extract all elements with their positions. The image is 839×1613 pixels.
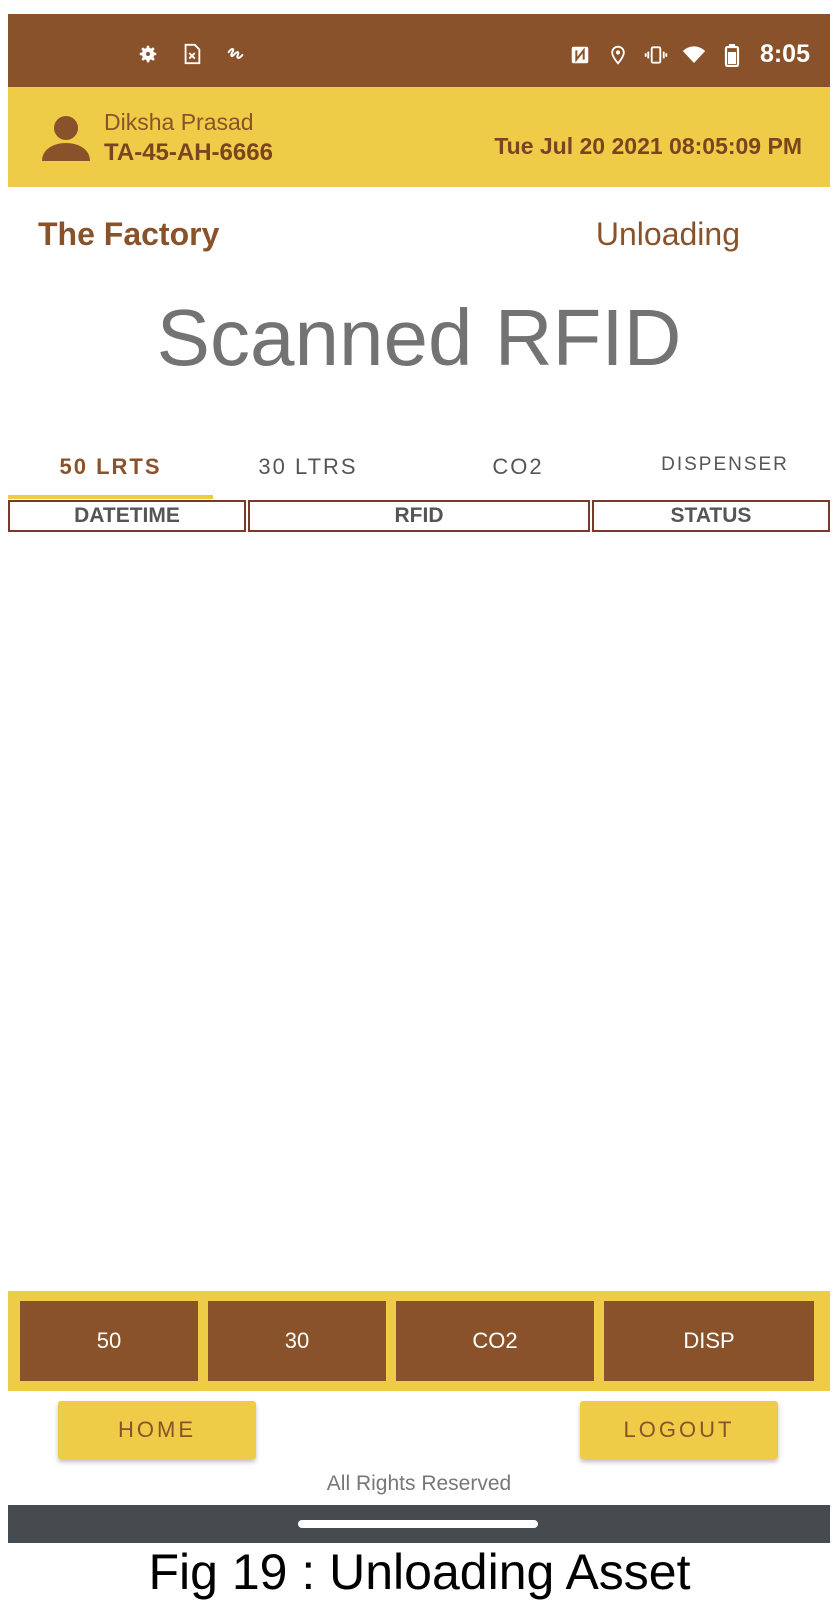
- settings-icon: [136, 42, 160, 66]
- nfc-icon: [568, 43, 592, 67]
- tab-50-lrts[interactable]: 50 LRTS: [59, 454, 162, 479]
- button-50[interactable]: 50: [20, 1301, 198, 1381]
- home-button[interactable]: HOME: [58, 1401, 256, 1459]
- column-header-status: STATUS: [592, 500, 830, 532]
- gesture-icon: [224, 42, 248, 66]
- wifi-icon: [682, 43, 706, 67]
- tab-co2[interactable]: CO2: [492, 454, 544, 479]
- button-30[interactable]: 30: [208, 1301, 386, 1381]
- battery-icon: [720, 43, 744, 67]
- button-disp[interactable]: DISP: [604, 1301, 814, 1381]
- column-header-datetime: DATETIME: [8, 500, 246, 532]
- location-icon: [606, 43, 630, 67]
- clock: 8:05: [759, 40, 810, 68]
- system-nav-bar: [8, 1505, 830, 1543]
- tab-bar: 50 LRTS 30 LTRS CO2 DISPENSER: [8, 438, 830, 499]
- user-header: Diksha Prasad TA-45-AH-6666 Tue Jul 20 2…: [8, 87, 830, 187]
- vehicle-id: TA-45-AH-6666: [104, 139, 273, 166]
- logout-button[interactable]: LOGOUT: [580, 1401, 778, 1459]
- location-name: The Factory: [38, 216, 220, 252]
- phone-screen: 8:05 Diksha Prasad TA-45-AH-6666 Tue Jul…: [8, 14, 830, 1543]
- current-datetime: Tue Jul 20 2021 08:05:09 PM: [494, 133, 802, 159]
- table-header: DATETIME RFID STATUS: [8, 500, 830, 532]
- active-tab-indicator: [8, 495, 213, 499]
- home-gesture-handle[interactable]: [298, 1520, 538, 1528]
- footer-text: All Rights Reserved: [326, 1472, 512, 1495]
- person-icon: [38, 115, 94, 163]
- column-header-rfid: RFID: [248, 500, 590, 532]
- tab-dispenser[interactable]: DISPENSER: [661, 454, 789, 475]
- status-bar: 8:05: [8, 14, 830, 87]
- quick-button-bar: 50 30 CO2 DISP: [8, 1291, 830, 1391]
- vibrate-icon: [644, 43, 668, 67]
- mode-label: Unloading: [595, 216, 740, 252]
- tab-30-ltrs[interactable]: 30 LTRS: [258, 454, 358, 479]
- sim-icon: [180, 42, 204, 66]
- button-co2[interactable]: CO2: [396, 1301, 594, 1381]
- user-name: Diksha Prasad: [104, 109, 254, 135]
- page-title: Scanned RFID: [156, 293, 682, 382]
- figure-caption: Fig 19 : Unloading Asset: [148, 1544, 691, 1600]
